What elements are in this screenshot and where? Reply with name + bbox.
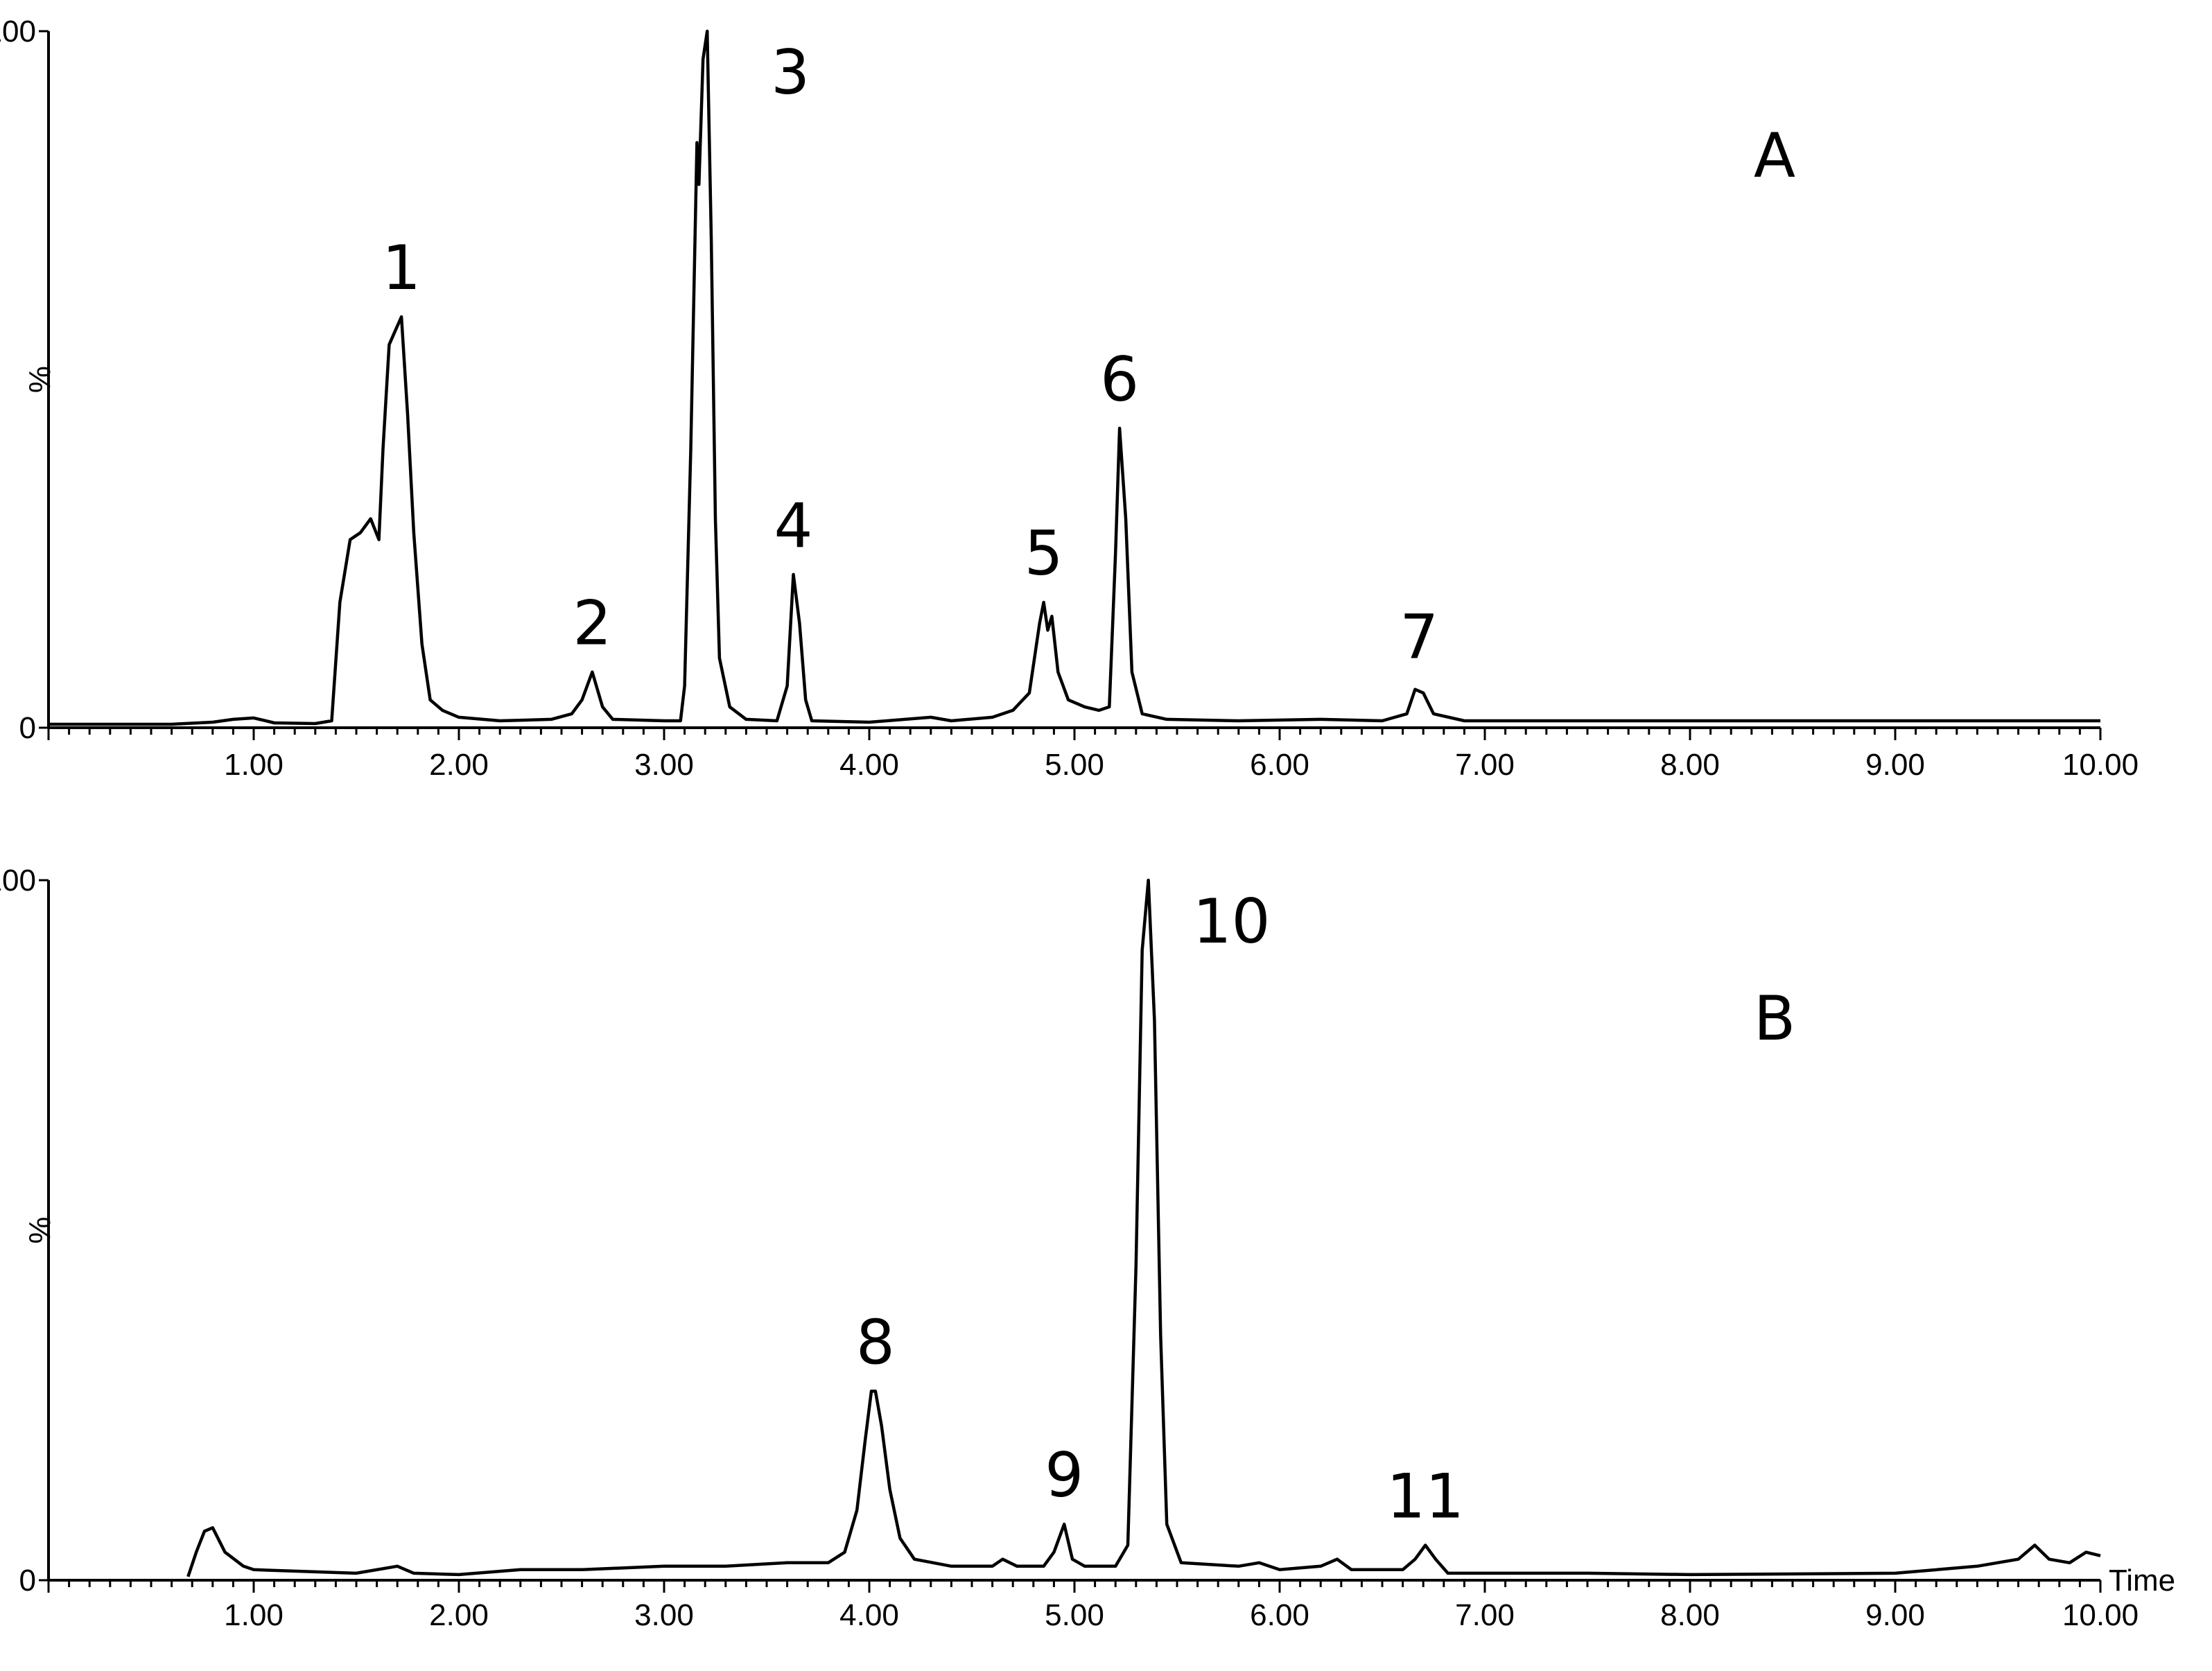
panel-letter: B bbox=[1754, 983, 1795, 1054]
peak-label: 8 bbox=[856, 1306, 895, 1378]
peak-label: 3 bbox=[771, 37, 810, 108]
x-tick-label: 9.00 bbox=[1865, 1598, 1925, 1632]
peak-label: 5 bbox=[1025, 518, 1063, 589]
x-tick-label: 5.00 bbox=[1045, 1598, 1104, 1632]
peak-label: 4 bbox=[774, 490, 812, 561]
peak-label: 6 bbox=[1100, 344, 1139, 415]
x-tick-label: 8.00 bbox=[1660, 1598, 1720, 1632]
x-tick-label: 9.00 bbox=[1865, 748, 1925, 782]
x-tick-label: 6.00 bbox=[1250, 1598, 1309, 1632]
x-tick-label: 4.00 bbox=[839, 748, 899, 782]
x-tick-label: 3.00 bbox=[634, 1598, 694, 1632]
x-tick-label: 4.00 bbox=[839, 1598, 899, 1632]
x-tick-label: 10.00 bbox=[2062, 1598, 2139, 1632]
x-tick-label: 1.00 bbox=[224, 1598, 284, 1632]
y-tick-label: 100 bbox=[0, 15, 36, 49]
peak-label: 11 bbox=[1386, 1461, 1464, 1532]
x-tick-label: 7.00 bbox=[1455, 1598, 1515, 1632]
y-tick-label: 0 bbox=[19, 1564, 36, 1598]
peak-label: 7 bbox=[1400, 602, 1438, 673]
peak-label: 10 bbox=[1193, 886, 1271, 957]
x-tick-label: 3.00 bbox=[634, 748, 694, 782]
x-tick-label: 6.00 bbox=[1250, 748, 1309, 782]
y-tick-label: 0 bbox=[19, 711, 36, 745]
x-tick-label: 2.00 bbox=[429, 748, 489, 782]
x-tick-label: 5.00 bbox=[1045, 748, 1104, 782]
y-tick-label: 100 bbox=[0, 864, 36, 898]
peak-label: 1 bbox=[382, 232, 421, 304]
y-axis-label: % bbox=[23, 366, 57, 393]
chromatogram-trace bbox=[186, 878, 2101, 1577]
x-tick-label: 1.00 bbox=[224, 748, 284, 782]
peak-label: 9 bbox=[1045, 1440, 1083, 1511]
chromatogram-trace bbox=[49, 29, 2100, 726]
peak-label: 2 bbox=[573, 588, 611, 659]
chromatogram-panel-a: 0 100% 1.00 2.00 3.00 4.00 5.00 6.00 7.00 8.00 9.0… bbox=[0, 15, 2139, 782]
chromatogram-panel-b: 0 100% 1.00 2.00 3.00 4.00 5.00 6.00 7.00 8.00 9.0… bbox=[0, 864, 2175, 1632]
x-tick-label: 2.00 bbox=[429, 1598, 489, 1632]
y-axis-label: % bbox=[23, 1216, 57, 1243]
x-tick-label: 10.00 bbox=[2062, 748, 2139, 782]
panel-letter: A bbox=[1754, 120, 1795, 191]
x-tick-label: 7.00 bbox=[1455, 748, 1515, 782]
x-axis-label: Time bbox=[2109, 1564, 2175, 1598]
x-tick-label: 8.00 bbox=[1660, 748, 1720, 782]
